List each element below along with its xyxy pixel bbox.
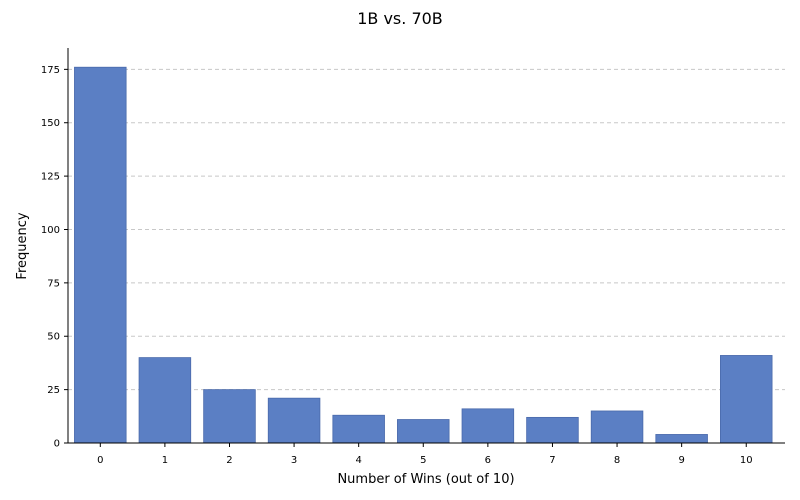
x-tick-label-10: 10	[740, 455, 753, 466]
bar-6	[461, 408, 515, 444]
bar-7	[526, 416, 579, 444]
y-tick-label: 25	[47, 385, 60, 396]
y-axis-label: Frequency	[15, 212, 30, 279]
x-axis-label: Number of Wins (out of 10)	[337, 472, 514, 487]
x-tick-label-8: 8	[614, 455, 620, 466]
bar-10	[720, 355, 773, 444]
x-tick-label-5: 5	[420, 455, 426, 466]
bars	[74, 66, 773, 444]
x-tick-label-3: 3	[291, 455, 297, 466]
y-tick-label: 150	[41, 118, 60, 129]
bar-4	[332, 414, 385, 444]
bar-0	[74, 66, 127, 444]
y-tick-label: 50	[47, 332, 60, 343]
x-tick-label-4: 4	[355, 455, 361, 466]
x-tick-label-6: 6	[485, 455, 491, 466]
bar-8	[590, 410, 644, 444]
bar-1	[138, 357, 192, 444]
x-tick-label-2: 2	[226, 455, 232, 466]
x-tick-label-7: 7	[549, 455, 555, 466]
chart-title: 1B vs. 70B	[357, 9, 443, 28]
x-tick-label-0: 0	[97, 455, 103, 466]
bar-3	[267, 397, 321, 444]
y-tick-label: 100	[41, 225, 60, 236]
y-tick-label: 75	[47, 278, 60, 289]
bar-5	[397, 419, 450, 444]
x-tick-label-1: 1	[162, 455, 168, 466]
bar-2	[203, 389, 256, 444]
y-tick-label: 175	[41, 65, 60, 76]
bar-9	[655, 434, 708, 444]
y-tick-label: 0	[54, 439, 60, 450]
y-tick-label: 125	[41, 172, 60, 183]
gridlines	[68, 68, 785, 391]
axes: 0 25 50 75 100 125 150 175 0 1 2 3 4 5 6 7 8 9 10	[41, 48, 785, 466]
x-tick-label-9: 9	[678, 455, 684, 466]
